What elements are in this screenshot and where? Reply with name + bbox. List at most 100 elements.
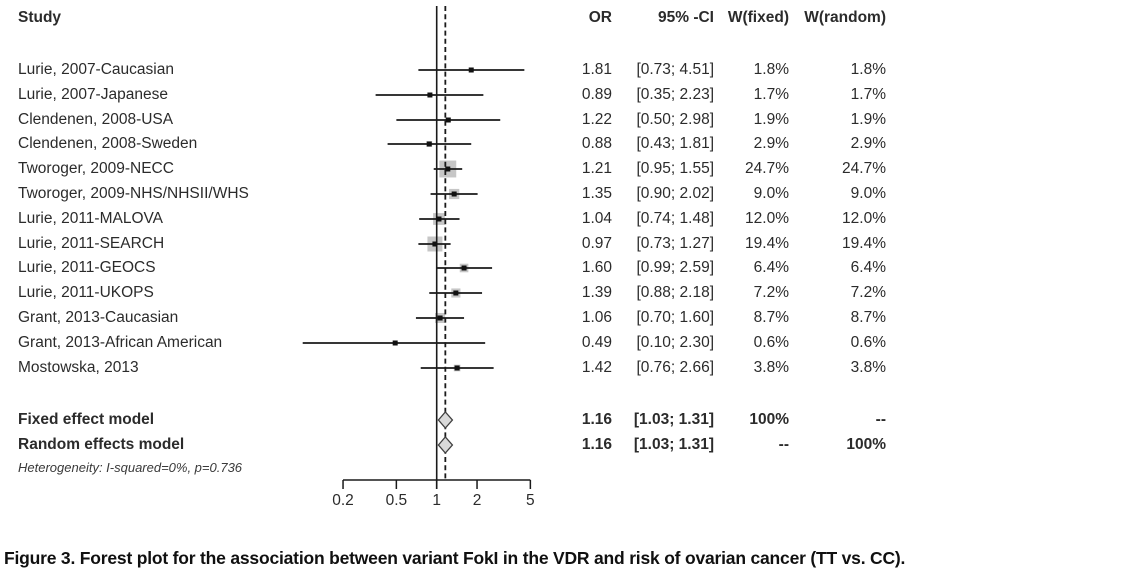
or-value: 0.49 bbox=[581, 334, 612, 351]
ci-value: [0.88; 2.18] bbox=[636, 284, 714, 301]
point-estimate bbox=[461, 265, 467, 271]
heterogeneity-note: Heterogeneity: I-squared=0%, p=0.736 bbox=[18, 460, 243, 475]
x-axis-tick-label: 5 bbox=[526, 492, 535, 509]
x-axis-tick-label: 2 bbox=[473, 492, 482, 509]
w-fixed-value: 24.7% bbox=[745, 160, 789, 177]
w-random-value: 8.7% bbox=[850, 309, 886, 326]
x-axis-tick-label: 0.2 bbox=[332, 492, 354, 509]
ci-value: [1.03; 1.31] bbox=[633, 436, 714, 453]
table-row: Tworoger, 2009-NHS/NHSII/WHS 1.35 [0.90;… bbox=[0, 184, 910, 204]
w-random-value: 1.8% bbox=[850, 61, 886, 78]
w-fixed-value: 2.9% bbox=[753, 135, 789, 152]
column-header-study: Study bbox=[18, 9, 62, 26]
w-fixed-value: 1.7% bbox=[753, 86, 789, 103]
ci-value: [0.35; 2.23] bbox=[636, 86, 714, 103]
w-fixed-value: 8.7% bbox=[753, 309, 789, 326]
w-random-value: 6.4% bbox=[850, 259, 886, 276]
study-label: Grant, 2013-Caucasian bbox=[18, 309, 179, 326]
w-fixed-value: -- bbox=[778, 436, 789, 453]
or-value: 1.04 bbox=[581, 210, 612, 227]
w-random-value: 3.8% bbox=[850, 359, 886, 376]
summary-label: Fixed effect model bbox=[18, 411, 155, 428]
point-estimate bbox=[454, 365, 460, 371]
point-estimate bbox=[445, 117, 451, 123]
w-fixed-value: 1.9% bbox=[753, 111, 789, 128]
w-random-value: 24.7% bbox=[842, 160, 886, 177]
table-row: Lurie, 2011-UKOPS 1.39 [0.88; 2.18] 7.2%… bbox=[0, 283, 910, 303]
ci-value: [1.03; 1.31] bbox=[633, 411, 714, 428]
w-fixed-value: 9.0% bbox=[753, 185, 789, 202]
point-estimate bbox=[453, 290, 459, 296]
x-axis-tick-label: 1 bbox=[432, 492, 441, 509]
column-header-w-random: W(random) bbox=[804, 9, 886, 26]
column-header-w-fixed: W(fixed) bbox=[727, 9, 789, 26]
ci-value: [0.74; 1.48] bbox=[636, 210, 714, 227]
column-header-ci: 95% -CI bbox=[658, 9, 714, 26]
w-fixed-value: 100% bbox=[749, 411, 789, 428]
study-label: Lurie, 2007-Caucasian bbox=[18, 61, 174, 78]
column-header-or: OR bbox=[588, 9, 612, 26]
ci-value: [0.73; 4.51] bbox=[636, 61, 714, 78]
table-row: Lurie, 2011-SEARCH 0.97 [0.73; 1.27] 19.… bbox=[0, 234, 910, 254]
w-random-value: 1.9% bbox=[850, 111, 886, 128]
ci-value: [0.95; 1.55] bbox=[636, 160, 714, 177]
ci-value: [0.99; 2.59] bbox=[636, 259, 714, 276]
or-value: 0.97 bbox=[581, 235, 612, 252]
point-estimate bbox=[437, 315, 443, 321]
x-axis-tick-label: 0.5 bbox=[386, 492, 408, 509]
w-random-value: 19.4% bbox=[842, 235, 886, 252]
table-row: Lurie, 2007-Caucasian 1.81 [0.73; 4.51] … bbox=[0, 60, 910, 80]
or-value: 1.22 bbox=[581, 111, 612, 128]
or-value: 1.60 bbox=[581, 259, 612, 276]
point-estimate bbox=[468, 67, 474, 73]
study-label: Clendenen, 2008-USA bbox=[18, 111, 174, 128]
ci-value: [0.90; 2.02] bbox=[636, 185, 714, 202]
w-random-value: 2.9% bbox=[850, 135, 886, 152]
table-row: Grant, 2013-Caucasian 1.06 [0.70; 1.60] … bbox=[0, 308, 910, 328]
w-fixed-value: 12.0% bbox=[745, 210, 789, 227]
w-random-value: 0.6% bbox=[850, 334, 886, 351]
or-value: 1.16 bbox=[581, 436, 612, 453]
point-estimate bbox=[436, 216, 442, 222]
table-row: Clendenen, 2008-USA 1.22 [0.50; 2.98] 1.… bbox=[0, 110, 910, 130]
table-row: Grant, 2013-African American 0.49 [0.10;… bbox=[0, 333, 910, 353]
or-value: 1.42 bbox=[581, 359, 612, 376]
ci-value: [0.73; 1.27] bbox=[636, 235, 714, 252]
ci-value: [0.10; 2.30] bbox=[636, 334, 714, 351]
fixed-effect-diamond bbox=[437, 411, 454, 429]
ci-value: [0.50; 2.98] bbox=[636, 111, 714, 128]
study-label: Lurie, 2011-SEARCH bbox=[18, 235, 165, 252]
table-row: Lurie, 2007-Japanese 0.89 [0.35; 2.23] 1… bbox=[0, 85, 910, 105]
or-value: 1.39 bbox=[581, 284, 612, 301]
ci-value: [0.76; 2.66] bbox=[636, 359, 714, 376]
figure-caption: Figure 3. Forest plot for the associatio… bbox=[4, 548, 906, 568]
w-fixed-value: 6.4% bbox=[753, 259, 789, 276]
w-random-value: 7.2% bbox=[850, 284, 886, 301]
ci-value: [0.70; 1.60] bbox=[636, 309, 714, 326]
point-estimate bbox=[426, 141, 432, 147]
or-value: 0.88 bbox=[581, 135, 612, 152]
w-random-value: 1.7% bbox=[850, 86, 886, 103]
w-random-value: 12.0% bbox=[842, 210, 886, 227]
study-label: Grant, 2013-African American bbox=[18, 334, 223, 351]
point-estimate bbox=[445, 166, 451, 172]
point-estimate bbox=[427, 92, 433, 98]
study-label: Mostowska, 2013 bbox=[18, 359, 139, 376]
summary-label: Random effects model bbox=[18, 436, 185, 453]
table-row: Lurie, 2011-MALOVA 1.04 [0.74; 1.48] 12.… bbox=[0, 209, 910, 229]
w-fixed-value: 7.2% bbox=[753, 284, 789, 301]
w-random-value: 9.0% bbox=[850, 185, 886, 202]
or-value: 1.21 bbox=[581, 160, 612, 177]
study-label: Tworoger, 2009-NHS/NHSII/WHS bbox=[18, 185, 249, 202]
w-random-value: 100% bbox=[846, 436, 886, 453]
study-label: Lurie, 2011-GEOCS bbox=[18, 259, 156, 276]
w-fixed-value: 3.8% bbox=[753, 359, 789, 376]
summary-row-random: Random effects model 1.16 [1.03; 1.31] -… bbox=[0, 435, 910, 455]
or-value: 1.35 bbox=[581, 185, 612, 202]
table-row: Mostowska, 2013 1.42 [0.76; 2.66] 3.8% 3… bbox=[0, 358, 910, 378]
or-value: 1.16 bbox=[581, 411, 612, 428]
column-header-row: Study OR 95% -CI W(fixed) W(random) bbox=[0, 8, 910, 28]
study-label: Lurie, 2011-UKOPS bbox=[18, 284, 154, 301]
or-value: 1.81 bbox=[581, 61, 612, 78]
study-label: Lurie, 2011-MALOVA bbox=[18, 210, 164, 227]
